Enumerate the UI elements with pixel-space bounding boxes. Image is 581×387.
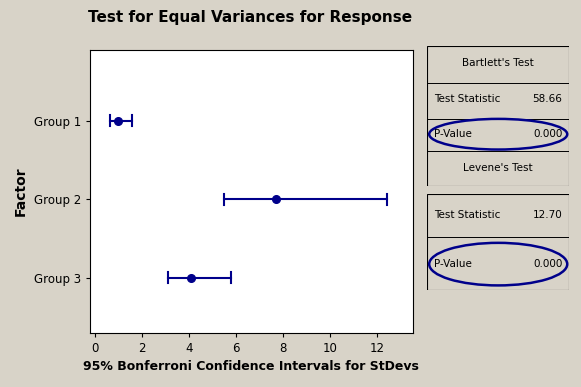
- Text: 58.66: 58.66: [532, 94, 562, 104]
- FancyBboxPatch shape: [427, 46, 569, 186]
- Text: Test Statistic: Test Statistic: [434, 210, 500, 220]
- Text: Test for Equal Variances for Response: Test for Equal Variances for Response: [88, 10, 412, 25]
- Text: 0.000: 0.000: [533, 259, 562, 269]
- Text: P-Value: P-Value: [434, 259, 472, 269]
- Text: Bartlett's Test: Bartlett's Test: [462, 58, 534, 68]
- Text: P-Value: P-Value: [434, 129, 472, 139]
- X-axis label: 95% Bonferroni Confidence Intervals for StDevs: 95% Bonferroni Confidence Intervals for …: [83, 360, 419, 373]
- Y-axis label: Factor: Factor: [14, 167, 28, 216]
- FancyBboxPatch shape: [427, 194, 569, 290]
- Text: 0.000: 0.000: [533, 129, 562, 139]
- Text: 12.70: 12.70: [533, 210, 562, 220]
- Text: Test Statistic: Test Statistic: [434, 94, 500, 104]
- Text: Levene's Test: Levene's Test: [464, 163, 533, 173]
